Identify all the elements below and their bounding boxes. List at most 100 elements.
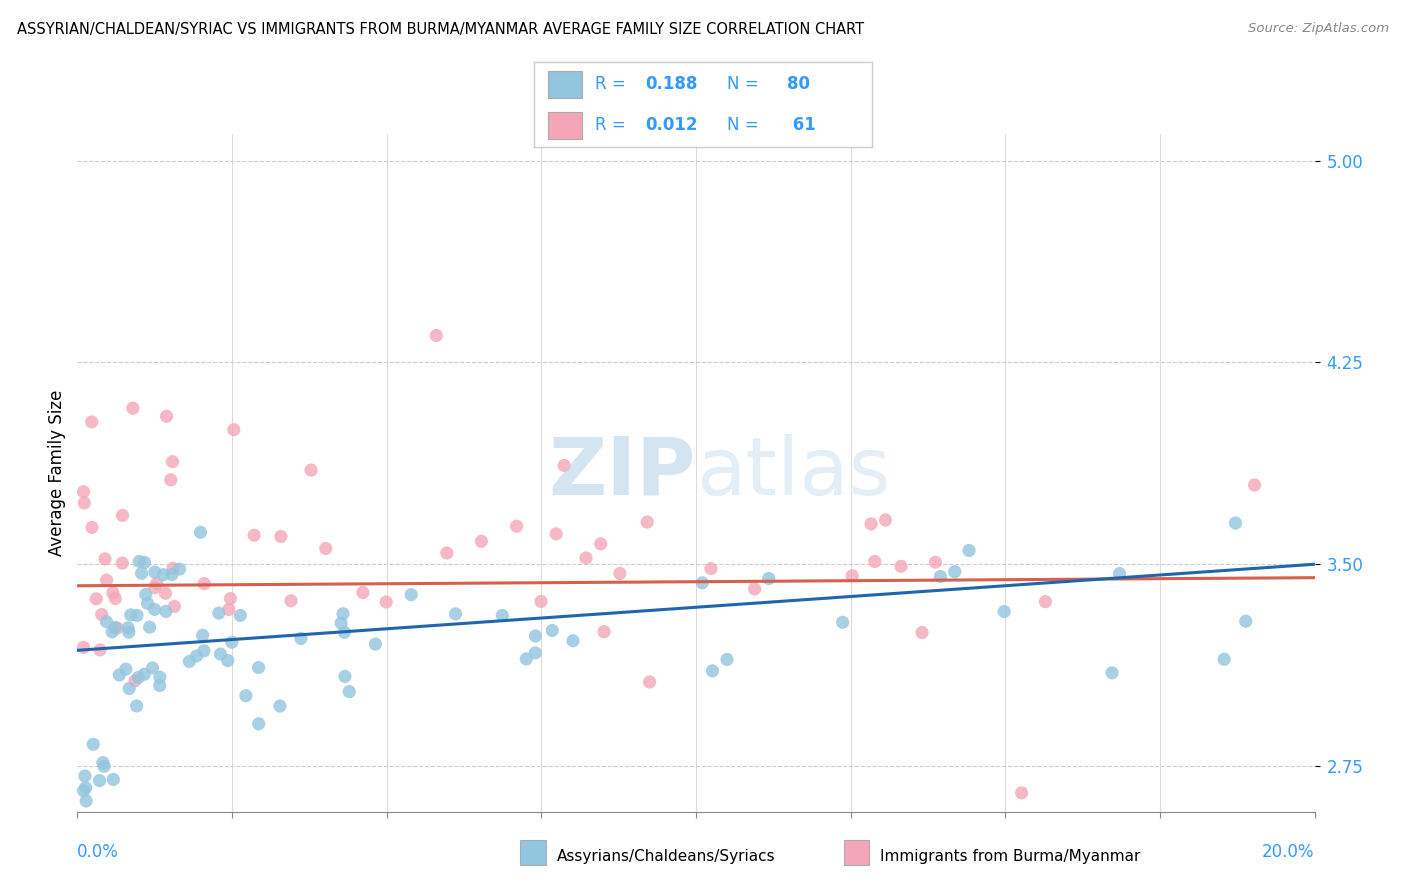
Point [399,588,422,602]
Point [332,607,354,621]
Point [209,647,232,661]
Point [145,576,167,591]
Point [190,525,212,540]
Text: 20.0%: 20.0% [1263,843,1315,861]
Point [80,520,103,534]
Point [1101,665,1123,680]
Point [425,328,447,343]
Point [638,675,661,690]
Point [72,484,94,499]
Point [692,575,714,590]
Point [841,568,863,582]
Point [530,594,553,608]
Point [219,591,242,606]
Point [911,625,934,640]
Point [943,565,966,579]
Point [924,555,946,569]
Point [155,586,177,600]
Point [73,496,96,510]
Point [84,591,107,606]
Point [553,458,575,473]
Point [270,529,292,543]
Point [149,679,172,693]
Text: 0.0%: 0.0% [77,843,120,861]
Point [890,559,912,574]
Text: 0.188: 0.188 [645,76,697,94]
Point [162,455,184,469]
FancyBboxPatch shape [548,71,582,98]
Point [159,473,181,487]
Point [131,566,153,581]
Text: ASSYRIAN/CHALDEAN/SYRIAC VS IMMIGRANTS FROM BURMA/MYANMAR AVERAGE FAMILY SIZE CO: ASSYRIAN/CHALDEAN/SYRIAC VS IMMIGRANTS F… [17,22,865,37]
Text: N =: N = [727,76,763,94]
Point [337,684,360,698]
Point [125,698,148,713]
Text: ZIP: ZIP [548,434,696,512]
Point [80,415,103,429]
Point [104,621,127,635]
Point [1225,516,1247,530]
Text: 80: 80 [787,76,810,94]
Point [1234,614,1257,628]
Point [541,624,564,638]
Point [121,401,143,416]
Point [193,644,215,658]
Point [160,567,183,582]
Point [716,652,738,666]
Point [105,621,128,635]
Point [505,519,527,533]
Point [546,527,568,541]
Point [229,608,252,623]
Point [744,582,766,596]
Point [89,773,111,788]
Point [957,543,980,558]
Point [103,772,125,787]
Point [375,595,398,609]
Point [118,625,141,640]
Point [124,673,146,688]
Point [128,554,150,568]
Point [702,664,724,678]
Point [111,556,134,570]
Point [82,737,104,751]
Point [162,561,184,575]
Point [72,783,94,797]
Point [152,567,174,582]
Point [636,515,658,529]
Point [127,670,149,684]
Point [96,615,118,629]
Point [134,667,156,681]
Point [143,602,166,616]
Point [117,621,139,635]
Point [111,508,134,523]
Point [299,463,322,477]
Point [73,769,96,783]
Point [72,640,94,655]
Point [247,660,270,674]
Text: Assyrians/Chaldeans/Syriacs: Assyrians/Chaldeans/Syriacs [557,849,775,863]
Point [163,599,186,614]
Text: 61: 61 [787,116,815,134]
Point [860,516,883,531]
Point [929,569,952,583]
Point [94,552,117,566]
Point [118,681,141,696]
Point [222,423,245,437]
Point [589,537,612,551]
Point [470,534,492,549]
Point [91,756,114,770]
Point [169,562,191,576]
Point [155,409,177,424]
Point [515,652,537,666]
Point [243,528,266,542]
Point [875,513,897,527]
Point [143,565,166,579]
Point [125,608,148,623]
Point [134,556,156,570]
Point [93,759,115,773]
Point [108,668,131,682]
Point [352,585,374,599]
Text: atlas: atlas [696,434,890,512]
Point [315,541,337,556]
Point [444,607,467,621]
